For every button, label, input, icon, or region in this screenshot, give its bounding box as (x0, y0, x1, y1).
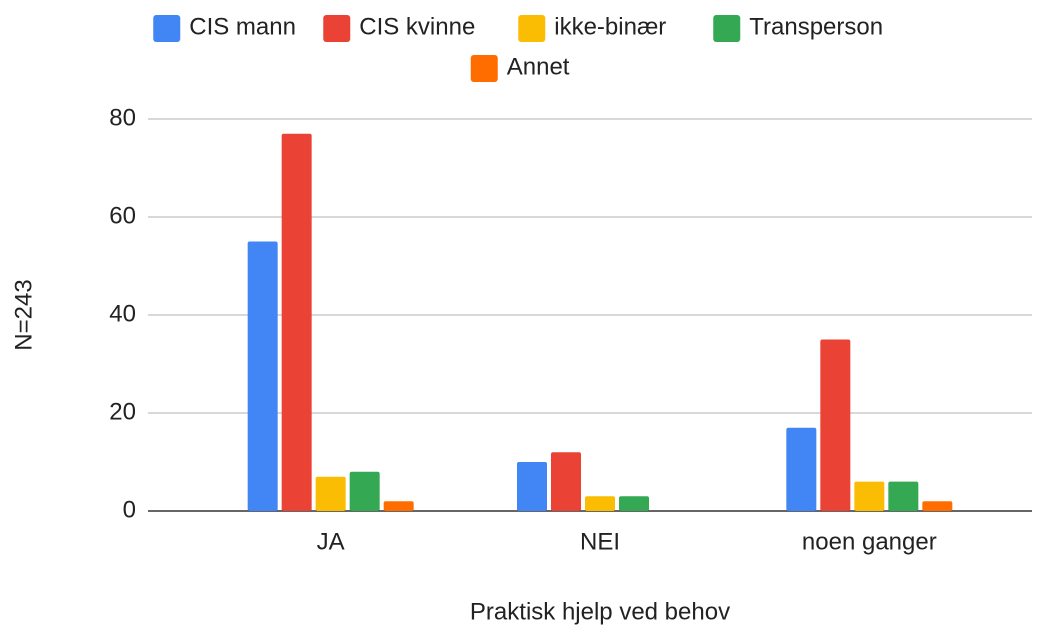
bar (281, 133, 312, 511)
bar (551, 452, 581, 511)
bar (517, 462, 547, 511)
y-tick-label: 60 (109, 202, 136, 229)
bar (247, 241, 278, 511)
legend-label: ikke-binær (554, 13, 666, 40)
legend-swatch (470, 55, 498, 82)
legend-swatch (153, 15, 181, 42)
bar (922, 501, 953, 511)
y-tick-label: 20 (109, 398, 136, 425)
bar (619, 496, 649, 511)
x-axis-label: Praktisk hjelp ved behov (470, 598, 730, 625)
x-tick-label: noen ganger (802, 528, 937, 555)
legend-label: Annet (507, 53, 570, 80)
bar (349, 471, 380, 511)
x-tick-label: NEI (580, 528, 620, 555)
bar (888, 481, 919, 511)
bar (383, 501, 414, 511)
legend-swatch (323, 15, 351, 42)
legend-label: CIS mann (189, 13, 296, 40)
legend-label: CIS kvinne (359, 13, 475, 40)
y-tick-label: 40 (109, 300, 136, 327)
bar (315, 476, 346, 511)
y-axis-label: N=243 (10, 279, 37, 350)
legend-label: Transperson (749, 13, 883, 40)
bar (585, 496, 615, 511)
y-tick-label: 80 (109, 104, 136, 131)
legend-swatch (518, 15, 546, 42)
bar (820, 339, 851, 511)
bar (854, 481, 885, 511)
legend-swatch (713, 15, 741, 42)
y-tick-label: 0 (123, 496, 136, 523)
x-tick-label: JA (317, 528, 345, 555)
bar (786, 427, 817, 511)
